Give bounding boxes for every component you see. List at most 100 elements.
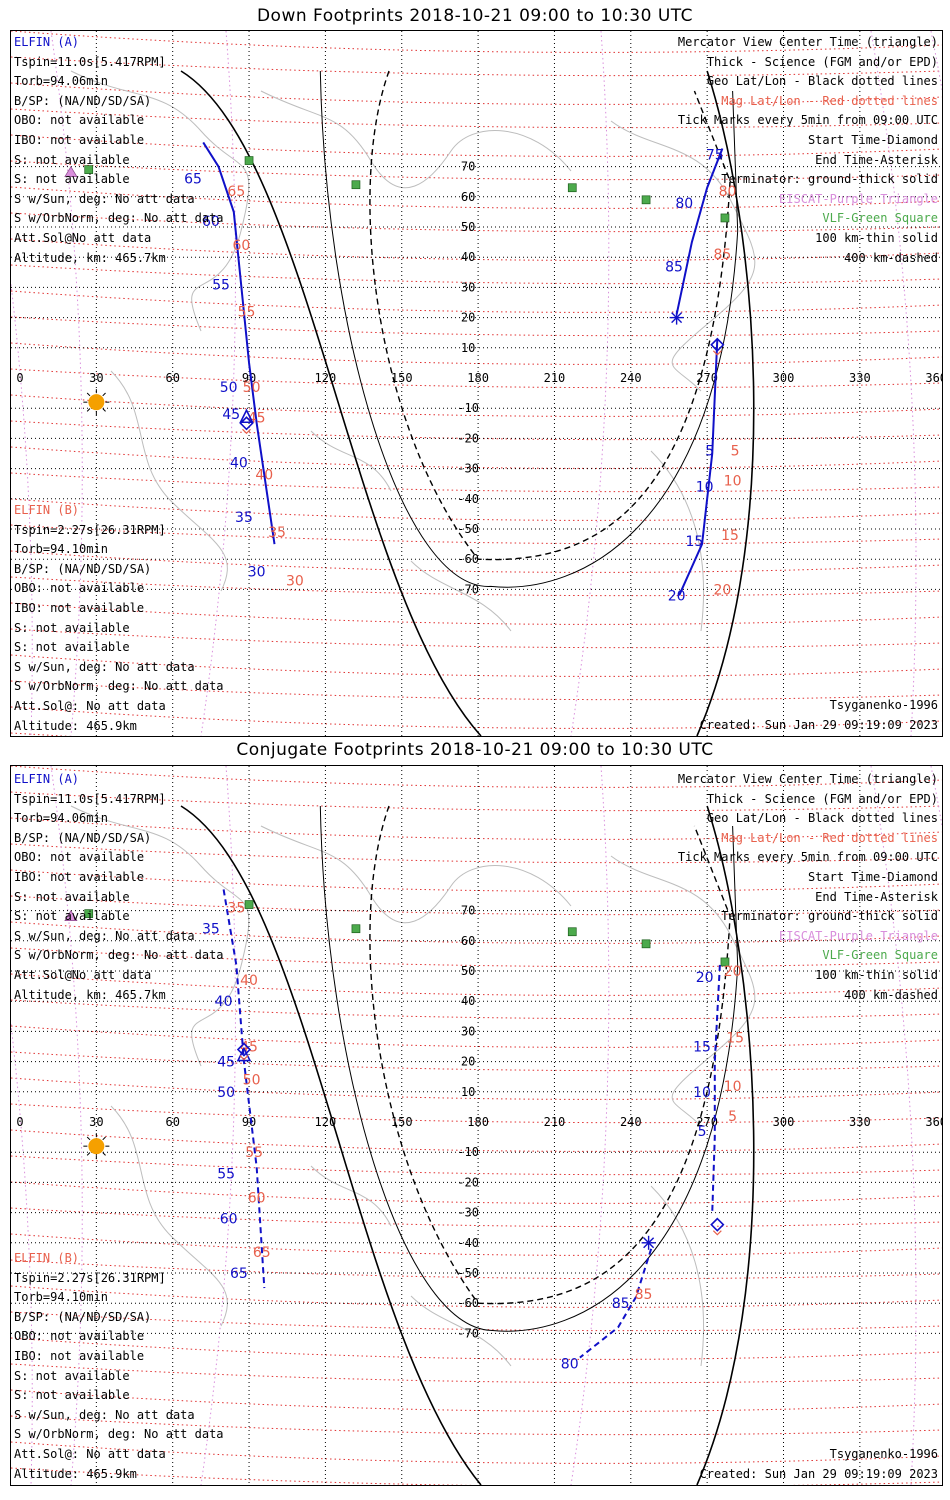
coastline	[110, 1105, 228, 1327]
legend-line: Geo Lat/Lon - Black dotted lines	[706, 74, 938, 89]
x-tick-label: 120	[315, 371, 337, 385]
y-tick-label: -30	[457, 1206, 479, 1220]
elfin-b-track	[711, 964, 721, 1213]
mag-lat-line	[11, 817, 942, 840]
elfin-b-tick-label: 80	[561, 1357, 579, 1373]
mag-lat-line	[11, 1051, 942, 1072]
terminator-100km	[319, 70, 739, 588]
y-tick-label: -30	[457, 462, 479, 476]
elfin-a-mag-tick-label: 65	[253, 1245, 271, 1261]
mag-lat-line	[11, 1441, 942, 1464]
info-a-line: Att.Sol@No att data	[14, 967, 152, 982]
y-tick-label: 50	[461, 220, 475, 234]
x-tick-label: 300	[773, 371, 795, 385]
elfin-b-mag-tick-label: 85	[635, 1287, 653, 1303]
mag-lat-line	[11, 1129, 942, 1152]
legend-line: Mag Lat/Lon - Red dotted lines	[721, 830, 938, 845]
elfin-b-mag-tick-label: 5	[728, 1109, 737, 1125]
mag-lat-line	[11, 1077, 942, 1100]
vlf-site-marker	[84, 909, 94, 918]
info-a-line: Tspin=11.0s[5.417RPM]	[14, 54, 166, 69]
vlf-site-marker	[641, 195, 651, 205]
x-tick-label: 30	[89, 371, 103, 385]
y-tick-label: 70	[461, 904, 475, 918]
legend-line: 100 km-thin solid	[815, 230, 938, 245]
coastline	[260, 90, 572, 189]
info-b-line: ELFIN (B)	[14, 503, 80, 517]
y-tick-label: 20	[461, 1055, 475, 1069]
model-label: Tsyganenko-1996	[829, 1447, 938, 1461]
elfin-a-mag-tick-label: 35	[227, 901, 245, 917]
coastline	[410, 1295, 512, 1367]
mag-lat-line	[11, 498, 942, 521]
elfin-a-tick-label: 60	[202, 214, 220, 230]
y-tick-label: 50	[461, 964, 475, 978]
elfin-a-mag-tick-label: 40	[240, 973, 258, 989]
elfin-b-track	[579, 1248, 653, 1359]
info-b-line: OBO: not available	[14, 581, 145, 596]
elfin-b-track	[675, 148, 724, 315]
sun-ray	[86, 1136, 91, 1141]
mag-lon-line	[200, 766, 236, 1485]
elfin-b-mag-tick-label: 85	[714, 247, 732, 263]
x-tick-label: 210	[544, 1115, 566, 1129]
vlf-site-marker	[720, 213, 730, 223]
mag-lat-line	[11, 238, 942, 261]
elfin-a-tick-label: 45	[217, 1055, 235, 1071]
legend-line: Terminator: ground-thick solid	[721, 172, 938, 187]
legend-line: 400 km-dashed	[844, 250, 938, 265]
terminator-ground	[180, 805, 482, 1485]
sun-icon	[88, 394, 105, 411]
legend-line: Start Time-Diamond	[807, 869, 938, 884]
legend: Mercator View Center Time (triangle) Thi…	[678, 33, 938, 268]
eiscat-marker	[64, 909, 78, 921]
elfin-b-tick-label: 20	[668, 588, 686, 604]
down-footprints-panel: 0306090120150180210240270300330360706050…	[10, 30, 943, 737]
legend-line: 400 km-dashed	[844, 987, 938, 1002]
elfin-a-mag-tick-label: 35	[268, 525, 286, 541]
elfin-b-mag-tick-label: 80	[719, 184, 737, 200]
coastline	[410, 560, 512, 632]
info-a-line: S w/OrbNorm, deg: No att data	[14, 948, 224, 963]
info-a-line: IBO: not available	[14, 132, 145, 147]
coastline	[310, 430, 392, 492]
center-time-triangle	[239, 408, 254, 424]
conjugate-footprints-panel: 0306090120150180210240270300330360706050…	[10, 765, 943, 1486]
elfin-a-mag-tick-label: 55	[245, 1145, 263, 1161]
mag-lat-line	[11, 550, 942, 573]
mag-lat-line	[11, 524, 942, 545]
elfin-a-tick-label: 55	[212, 277, 230, 293]
mag-lat-line	[11, 999, 942, 1020]
terminator-ground	[696, 805, 755, 1485]
elfin-a-mag-tick-label: 60	[233, 238, 251, 254]
terminator-400km	[369, 805, 731, 1305]
x-tick-label: 360	[925, 371, 942, 385]
info-a-line: Altitude, km: 465.7km	[14, 250, 166, 265]
y-tick-label: -60	[457, 1296, 479, 1310]
elfin-a-track	[202, 141, 276, 545]
info-b-line: S w/Sun, deg: No att data	[14, 659, 195, 674]
sun-ray	[102, 408, 106, 412]
x-tick-label: 240	[620, 371, 642, 385]
panel2-title: Conjugate Footprints 2018-10-21 09:00 to…	[236, 740, 714, 760]
info-a-line: S: not available	[14, 889, 130, 904]
elfin-a-tick-label: 40	[215, 994, 233, 1010]
info-b-line: Altitude: 465.9km	[14, 1466, 137, 1481]
info-a-line: Torb=94.06min	[14, 74, 108, 89]
mag-lat-line	[11, 706, 942, 729]
mag-lat-line	[11, 212, 942, 233]
elfin-b-tick-label: 5	[705, 443, 714, 459]
mag-lat-line	[11, 791, 942, 812]
info-a-line: S w/Sun, deg: No att data	[14, 191, 195, 206]
mag-lat-line	[11, 1285, 942, 1308]
elfin-a-tick-label: 35	[235, 510, 253, 526]
elfin-b-info: ELFIN (B) Tspin=2.27s[26.31RPM] Torb=94.…	[14, 1249, 224, 1484]
created-label: Created: Sun Jan 29 09:19:09 2023	[699, 718, 938, 732]
info-a-line: S: not available	[14, 152, 130, 167]
info-b-line: B/SP: (NA/ND/SD/SA)	[14, 1309, 152, 1324]
legend-line: Start Time-Diamond	[807, 132, 938, 147]
y-tick-label: -70	[457, 582, 479, 596]
info-a-line: Torb=94.06min	[14, 811, 108, 826]
elfin-b-tick-label: 10	[693, 1085, 711, 1101]
info-b-line: S w/Sun, deg: No att data	[14, 1407, 195, 1422]
